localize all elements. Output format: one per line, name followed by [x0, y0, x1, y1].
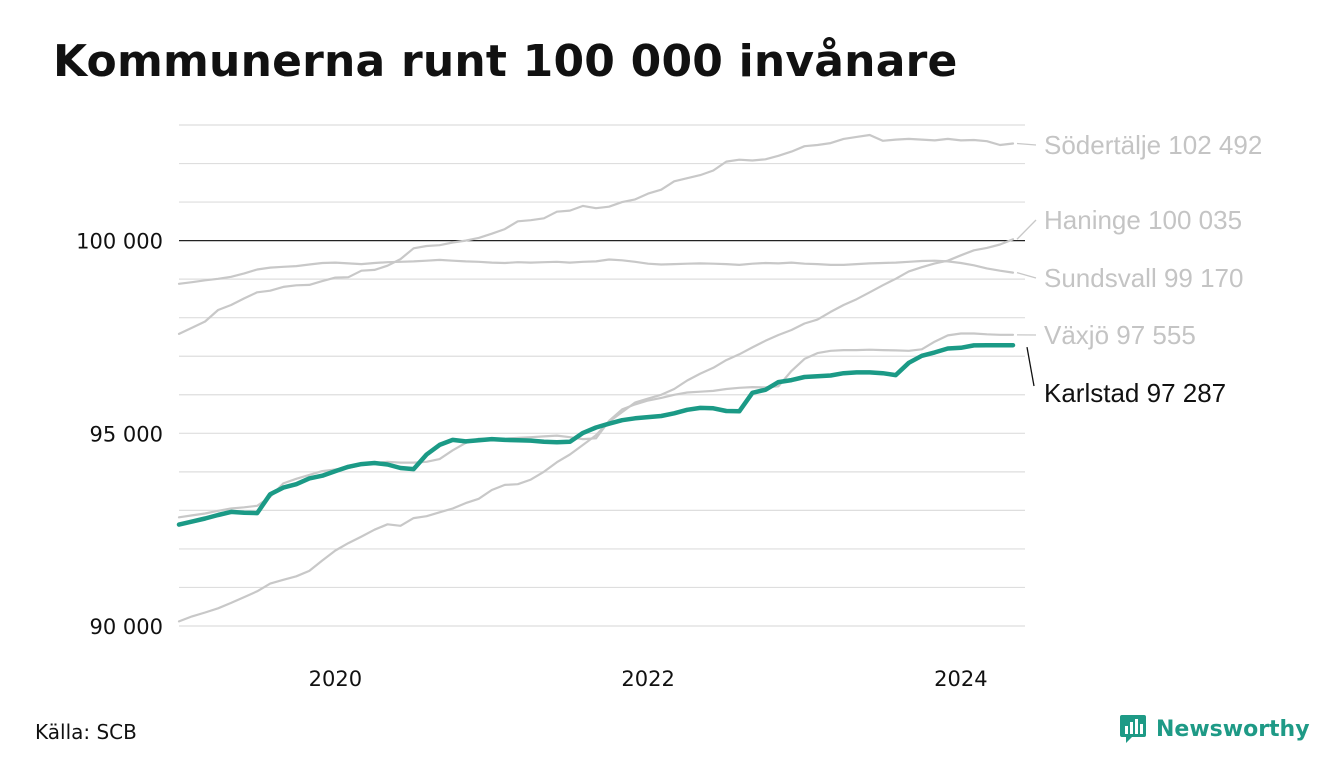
newsworthy-logo-icon: [1120, 715, 1146, 743]
x-tick-label: 2020: [309, 667, 362, 691]
series-line-södertälje: [177, 133, 1015, 335]
y-axis-ticks: 90 000 95 000 100 000: [76, 230, 163, 639]
x-tick-label: 2024: [934, 667, 987, 691]
source-note: Källa: SCB: [35, 720, 137, 744]
series-line-haninge: [177, 238, 1015, 623]
brand-name: Newsworthy: [1156, 716, 1310, 742]
chart-title: Kommunerna runt 100 000 invånare: [53, 36, 958, 87]
y-tick-label: 100 000: [76, 230, 163, 254]
series-label-södertälje: Södertälje 102 492: [1044, 130, 1262, 160]
series-lines: [176, 133, 1016, 623]
series-label-karlstad: Karlstad 97 287: [1044, 378, 1226, 408]
series-line-växjö: [177, 332, 1015, 519]
label-connector: [1026, 347, 1035, 387]
series-label-sundsvall: Sundsvall 99 170: [1044, 263, 1243, 293]
series-label-växjö: Växjö 97 555: [1044, 320, 1196, 350]
y-tick-label: 95 000: [90, 422, 163, 446]
x-tick-label: 2022: [621, 667, 674, 691]
label-connector: [1016, 219, 1037, 240]
label-connector: [1016, 271, 1037, 279]
series-line-karlstad: [176, 342, 1016, 527]
x-axis-ticks: 2020 2022 2024: [309, 667, 988, 691]
label-connector: [1016, 142, 1037, 146]
series-labels: Södertälje 102 492 Haninge 100 035 Sundsva…: [1016, 130, 1262, 408]
y-tick-label: 90 000: [90, 615, 163, 639]
series-line-sundsvall: [177, 258, 1015, 285]
grid-lines: [179, 124, 1025, 627]
brand-logo[interactable]: Newsworthy: [1118, 713, 1310, 745]
series-label-haninge: Haninge 100 035: [1044, 205, 1242, 235]
